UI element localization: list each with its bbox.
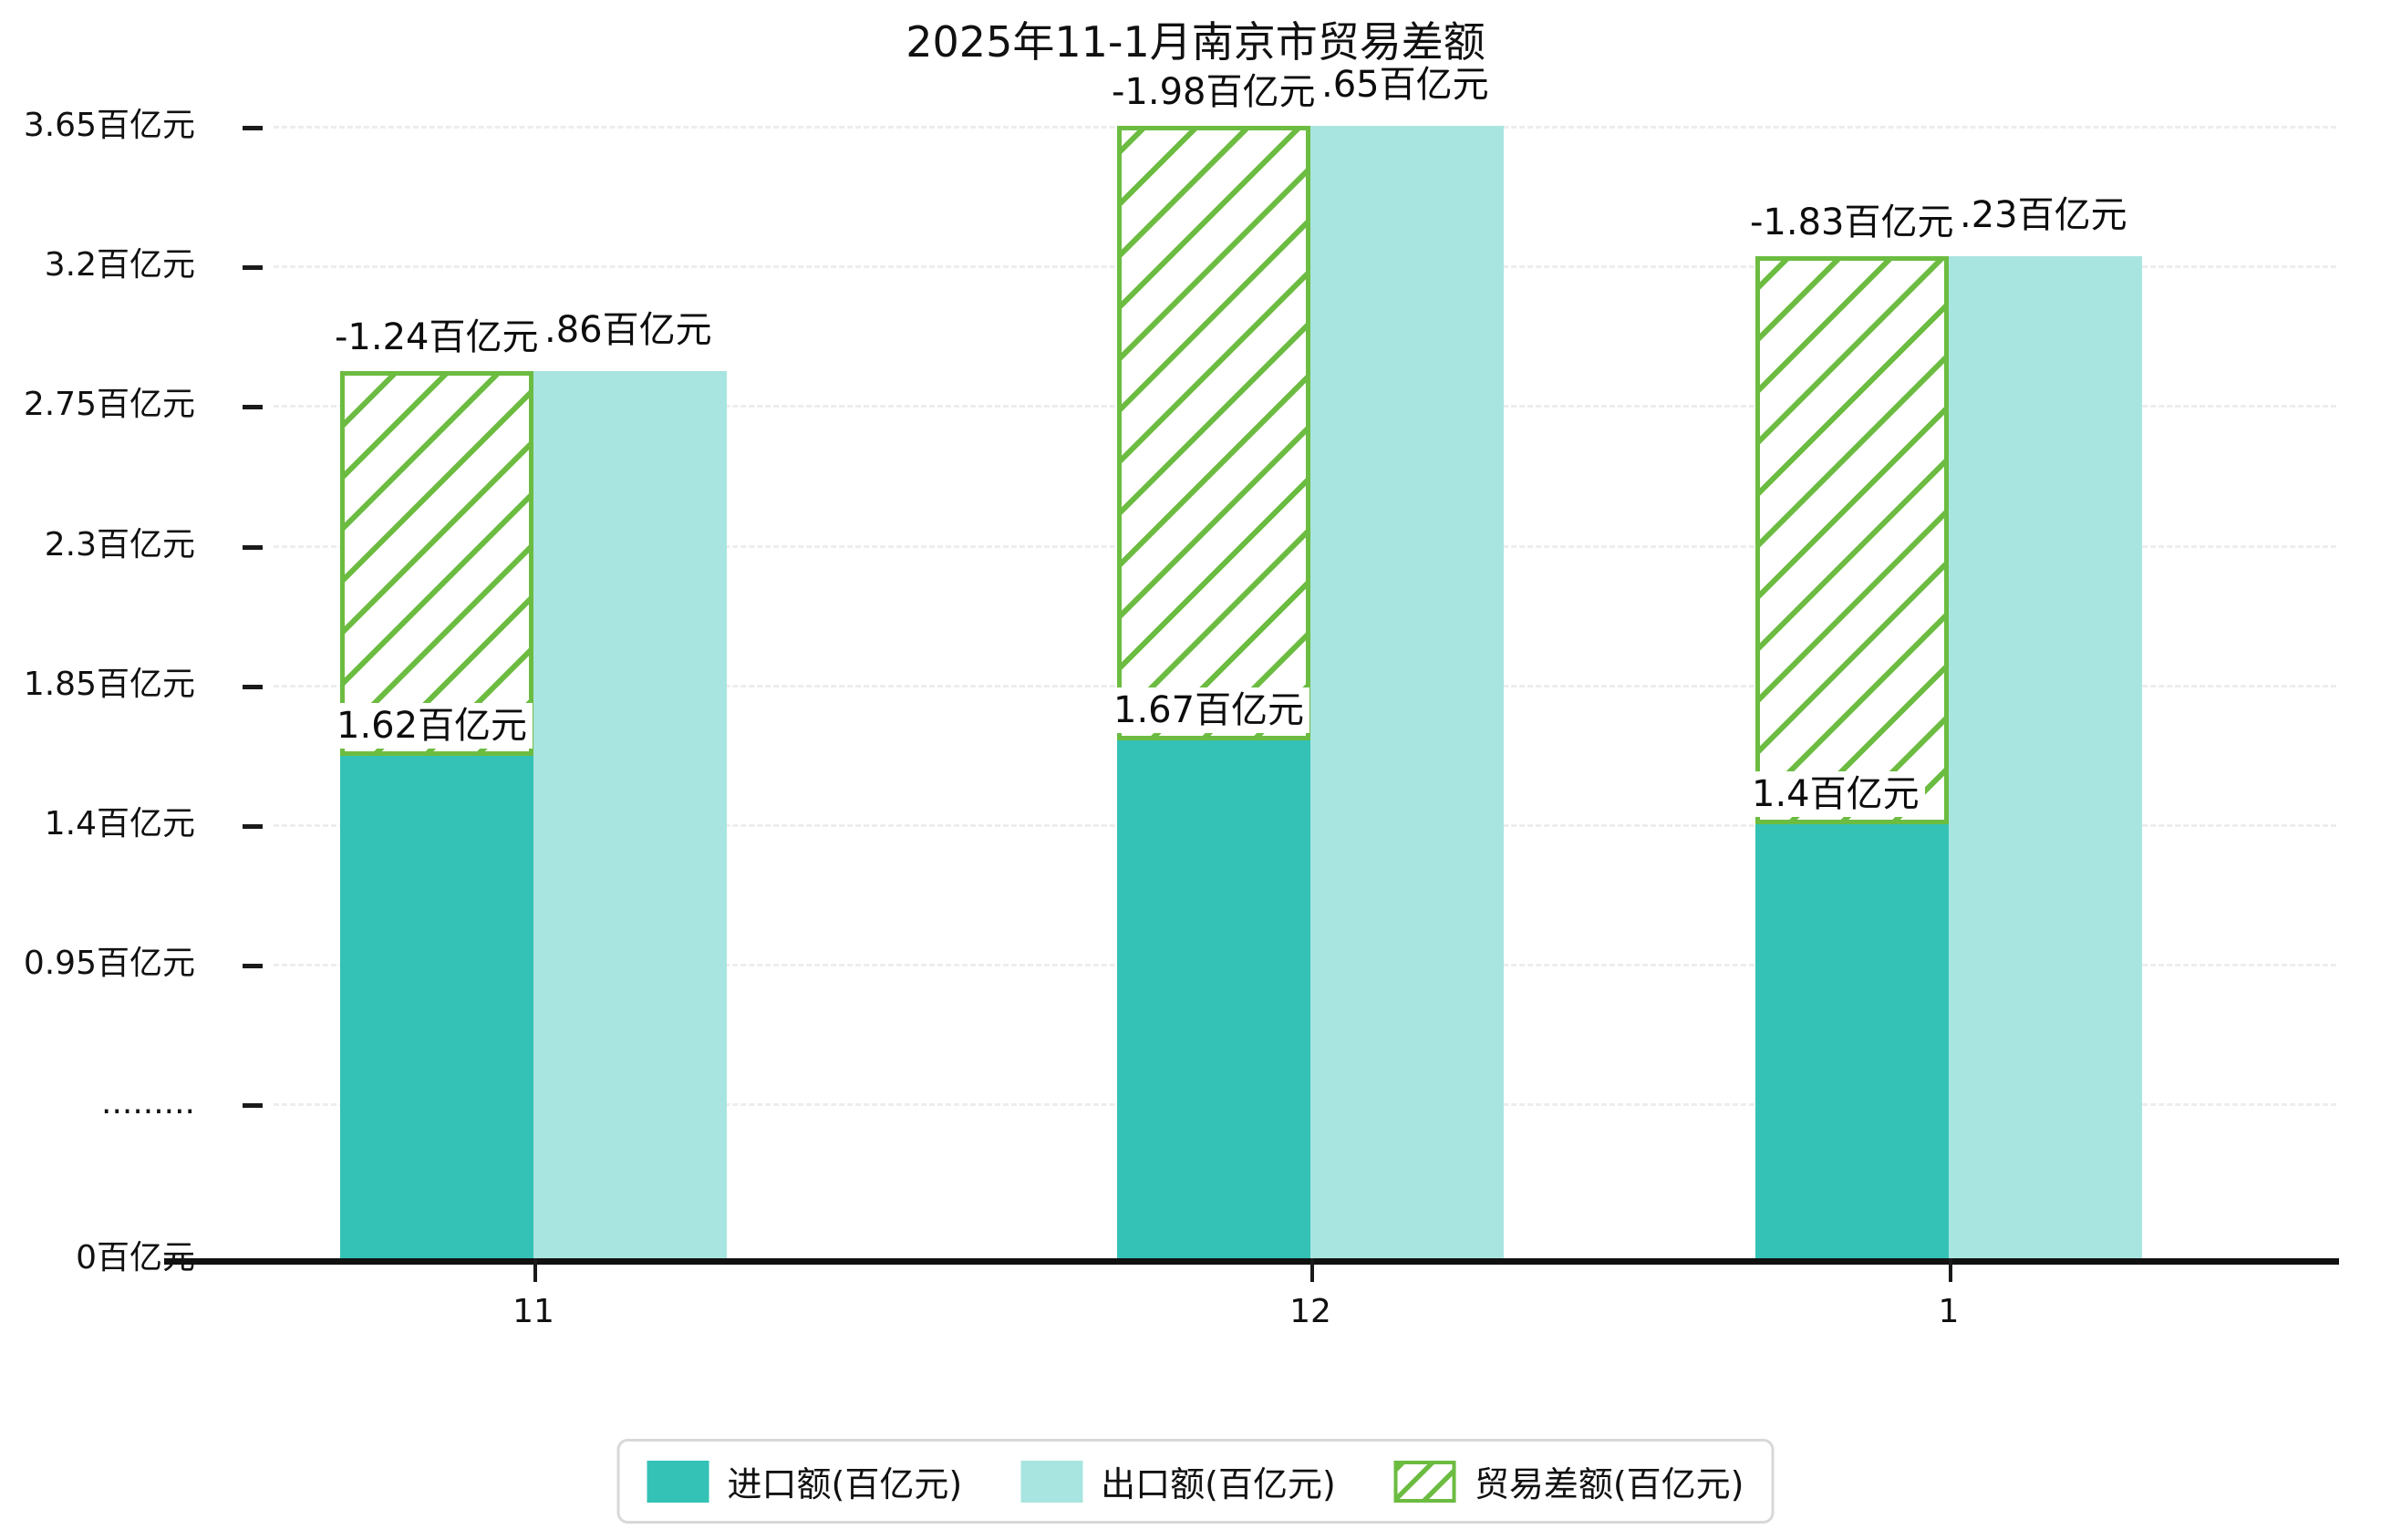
y-tick-mark	[243, 684, 263, 689]
bar-trade-balance[interactable]	[1117, 126, 1310, 740]
y-tick-label: 2.75百亿元	[23, 386, 195, 424]
y-tick-label: 0.95百亿元	[23, 944, 195, 982]
legend-label-import: 进口额(百亿元)	[727, 1464, 963, 1504]
y-tick-mark	[243, 823, 263, 829]
value-label-trade-balance: -1.98百亿元	[1106, 69, 1321, 116]
y-tick-label: .........	[101, 1083, 195, 1121]
legend-swatch-balance-icon	[1393, 1460, 1456, 1503]
x-tick-mark	[1310, 1258, 1314, 1282]
y-tick-label: 0百亿元	[76, 1239, 195, 1276]
x-tick-mark	[1949, 1258, 1952, 1282]
legend-item-balance[interactable]: 贸易差额(百亿元)	[1393, 1456, 1744, 1506]
y-tick-mark	[243, 1102, 263, 1108]
bar-import[interactable]	[340, 755, 533, 1258]
plot-area: 3.65百亿元 3.2百亿元 2.75百亿元 2.3百亿元 1.85百亿元 1.4百亿元 0…	[24, 55, 2339, 1330]
x-axis-line	[164, 1258, 2339, 1265]
y-tick-label: 3.2百亿元	[44, 246, 195, 284]
legend-label-export: 出口额(百亿元)	[1101, 1464, 1336, 1504]
y-tick-label: 3.65百亿元	[23, 107, 195, 145]
y-tick-mark	[243, 405, 263, 410]
y-tick-label: 1.4百亿元	[44, 804, 195, 842]
value-label-trade-balance: -1.24百亿元	[329, 315, 544, 360]
value-label-trade-balance: -1.83百亿元	[1744, 200, 1960, 246]
y-tick-mark	[243, 963, 263, 968]
legend-item-export[interactable]: 出口额(百亿元)	[1020, 1456, 1336, 1506]
legend-item-import[interactable]: 进口额(百亿元)	[647, 1456, 963, 1506]
bar-trade-balance[interactable]	[1755, 256, 1949, 824]
legend-swatch-export-icon	[1020, 1460, 1083, 1503]
value-label-import: 1.4百亿元	[1746, 770, 1925, 817]
value-label-export: .23百亿元	[1960, 194, 2127, 237]
bar-export[interactable]	[1310, 126, 1504, 1258]
y-tick-mark	[243, 126, 263, 131]
value-label-import: 1.67百亿元	[1108, 687, 1310, 733]
y-tick-label: 1.85百亿元	[23, 665, 195, 703]
bar-import[interactable]	[1755, 823, 1949, 1258]
bar-import[interactable]	[1117, 739, 1310, 1258]
value-label-export: .86百亿元	[544, 309, 712, 351]
chart-title: 2025年11-1月南京市贸易差额	[906, 17, 1485, 67]
value-label-import: 1.62百亿元	[331, 702, 533, 749]
value-label-export: .65百亿元	[1321, 64, 1489, 107]
x-tick-label: 11	[512, 1293, 554, 1330]
x-tick-label: 1	[1938, 1293, 1960, 1330]
bar-trade-balance[interactable]	[340, 371, 533, 756]
bar-export[interactable]	[1949, 256, 2142, 1258]
bar-export[interactable]	[533, 371, 727, 1258]
chart-legend: 进口额(百亿元) 出口额(百亿元) 贸易差额(百亿元)	[616, 1439, 1775, 1524]
y-tick-mark	[243, 544, 263, 550]
legend-label-balance: 贸易差额(百亿元)	[1474, 1464, 1744, 1504]
x-tick-mark	[533, 1258, 537, 1282]
y-tick-mark	[243, 265, 263, 271]
x-tick-label: 12	[1289, 1293, 1331, 1330]
y-tick-label: 2.3百亿元	[44, 525, 195, 563]
legend-swatch-import-icon	[647, 1460, 709, 1503]
